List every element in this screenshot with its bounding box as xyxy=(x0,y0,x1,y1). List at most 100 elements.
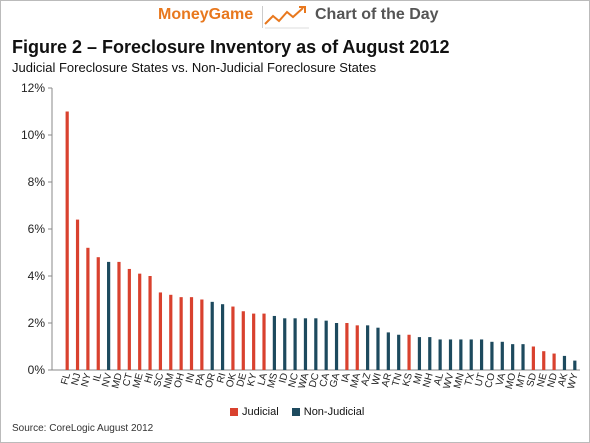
x-tick-label-oh: OH xyxy=(173,372,188,389)
bar-nd xyxy=(552,353,556,370)
bar-ut xyxy=(479,339,484,370)
bar-ks xyxy=(407,334,411,370)
bar-wa xyxy=(303,318,308,370)
trend-arrow-icon xyxy=(264,6,309,29)
x-tick-label-sc: SC xyxy=(152,372,166,388)
x-tick-label-wy: WY xyxy=(566,372,581,391)
x-tick-label-id: ID xyxy=(277,372,290,385)
bar-ia xyxy=(345,323,349,370)
bar-in xyxy=(189,297,194,370)
x-tick-label-mi: MI xyxy=(412,372,426,386)
bar-ok xyxy=(231,306,235,370)
x-tick-label-mn: MN xyxy=(452,372,467,390)
bar-mi xyxy=(417,337,422,370)
x-tick-label-ri: RI xyxy=(215,372,228,385)
x-tick-label-tn: TN xyxy=(391,372,405,388)
x-tick-label-wi: WI xyxy=(370,372,384,387)
bar-al xyxy=(438,339,442,370)
source-note: Source: CoreLogic August 2012 xyxy=(12,423,154,434)
bar-or xyxy=(210,301,214,370)
bar-ct xyxy=(127,268,131,370)
x-tick-label-ne: NE xyxy=(535,372,549,389)
x-tick-label-ca: CA xyxy=(318,372,332,389)
x-tick-label-nj: NJ xyxy=(70,372,84,387)
x-tick-label-in: IN xyxy=(184,372,197,385)
x-tick-label-pa: PA xyxy=(194,372,208,387)
x-tick-label-nd: ND xyxy=(546,372,560,389)
bar-de xyxy=(241,311,245,370)
x-tick-label-mo: MO xyxy=(504,372,519,391)
bar-ky xyxy=(252,313,256,370)
bar-ar xyxy=(386,332,390,370)
bar-id xyxy=(283,318,287,370)
bar-hi xyxy=(148,276,152,370)
x-tick-label-de: DE xyxy=(235,372,249,389)
legend-label-judicial: Judicial xyxy=(242,406,279,419)
y-tick-label: 6% xyxy=(28,222,46,236)
bar-mt xyxy=(521,344,525,370)
bar-ne xyxy=(542,351,546,370)
bar-va xyxy=(500,341,504,370)
y-tick-label: 8% xyxy=(28,175,46,189)
x-tick-label-nc: NC xyxy=(287,372,301,389)
legend-item-judicial: Judicial xyxy=(230,406,279,418)
bars xyxy=(65,111,577,370)
bar-md xyxy=(117,261,121,370)
legend: Judicial Non-Judicial xyxy=(230,406,374,420)
x-tick-label-ms: MS xyxy=(266,372,281,390)
bar-nj xyxy=(75,219,80,370)
x-tick-label-hi: HI xyxy=(143,372,156,385)
x-tick-label-az: AZ xyxy=(360,372,374,387)
legend-swatch-non-judicial xyxy=(291,408,300,417)
bar-ri xyxy=(220,304,225,370)
x-tick-label-ma: MA xyxy=(349,372,364,390)
bar-wy xyxy=(573,360,577,370)
bar-wi xyxy=(376,327,380,370)
x-tick-label-va: VA xyxy=(494,372,508,387)
bar-ms xyxy=(272,315,276,370)
bar-nh xyxy=(428,337,432,370)
x-tick-label-ks: KS xyxy=(401,372,415,388)
x-tick-label-dc: DC xyxy=(307,372,321,389)
x-tick-label-ut: UT xyxy=(473,372,487,388)
x-tick-label-ny: NY xyxy=(80,372,94,389)
x-tick-label-or: OR xyxy=(204,372,219,389)
x-tick-label-ok: OK xyxy=(224,372,238,389)
x-tick-label-ky: KY xyxy=(245,372,259,388)
bar-co xyxy=(490,341,494,370)
x-tick-label-tx: TX xyxy=(463,372,477,388)
brand-name: MoneyGame xyxy=(158,6,254,23)
x-tick-label-fl: FL xyxy=(59,372,73,387)
bar-sc xyxy=(158,292,163,370)
bar-wv xyxy=(448,339,453,370)
bar-pa xyxy=(200,299,204,370)
x-tick-label-mt: MT xyxy=(515,372,529,389)
x-tick-label-wa: WA xyxy=(297,372,312,390)
x-tick-label-la: LA xyxy=(256,372,270,387)
x-axis-labels: FLNJNYILNVMDCTMEHISCNMOHINPAORRIOKDEKYLA… xyxy=(59,372,580,391)
bar-nm xyxy=(169,294,173,370)
bar-fl xyxy=(65,111,69,370)
chart-subtitle: Judicial Foreclosure States vs. Non-Judi… xyxy=(12,60,377,75)
x-tick-label-nh: NH xyxy=(421,372,435,389)
bar-ga xyxy=(334,323,339,370)
bar-az xyxy=(366,325,370,370)
bar-ny xyxy=(86,247,90,370)
bar-dc xyxy=(314,318,318,370)
x-tick-label-wv: WV xyxy=(442,372,457,391)
legend-swatch-judicial xyxy=(230,408,238,417)
x-tick-label-ct: CT xyxy=(121,372,135,388)
x-tick-label-al: AL xyxy=(432,372,446,387)
bar-mn xyxy=(459,339,463,370)
x-tick-label-me: ME xyxy=(131,372,146,390)
bar-ak xyxy=(562,355,567,370)
bar-mo xyxy=(511,344,515,370)
bar-il xyxy=(96,257,100,370)
legend-item-non-judicial: Non-Judicial xyxy=(291,406,364,418)
chart-title: Figure 2 – Foreclosure Inventory as of A… xyxy=(12,37,450,57)
y-tick-label: 0% xyxy=(28,363,46,377)
bar-sd xyxy=(531,346,535,370)
bar-tn xyxy=(397,334,401,370)
y-tick-label: 12% xyxy=(21,81,45,95)
